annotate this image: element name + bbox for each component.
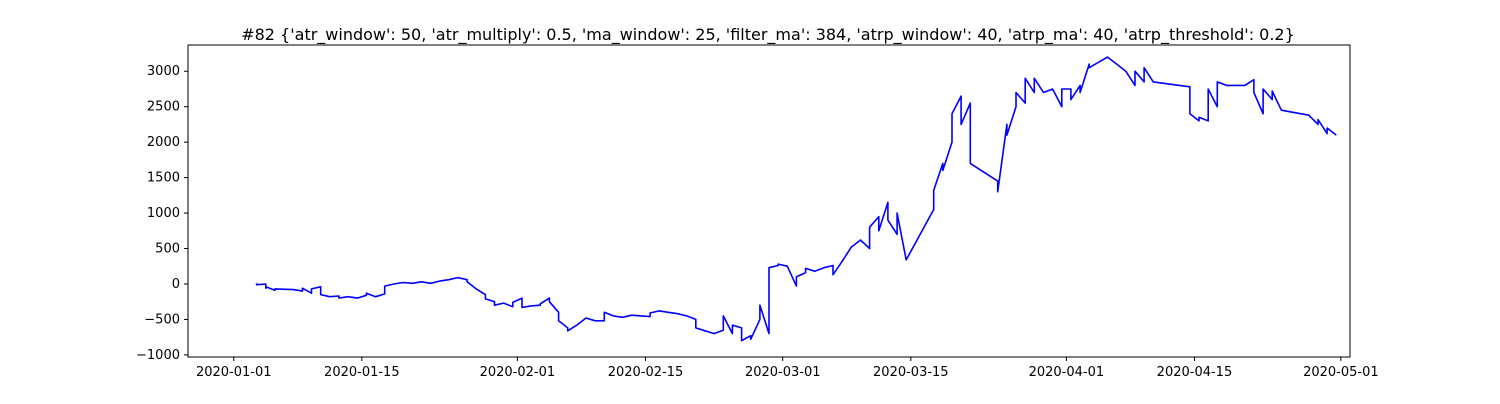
y-tick-label: 2500 <box>147 100 180 115</box>
y-tick-label: 0 <box>172 277 180 292</box>
series-line <box>255 56 1337 342</box>
y-tick-label: 1000 <box>147 206 180 221</box>
x-tick-label: 2020-04-01 <box>1029 365 1105 380</box>
y-tick-label: −500 <box>144 312 180 327</box>
y-tick-label: −1000 <box>136 348 180 363</box>
x-tick-label: 2020-04-15 <box>1157 365 1233 380</box>
x-tick-label: 2020-01-15 <box>324 365 400 380</box>
x-tick-label: 2020-03-15 <box>873 365 949 380</box>
x-tick-label: 2020-05-01 <box>1303 365 1379 380</box>
y-tick-label: 500 <box>155 242 180 257</box>
y-tick-label: 2000 <box>147 135 180 150</box>
y-tick-label: 3000 <box>147 64 180 79</box>
chart-title: #82 {'atr_window': 50, 'atr_multiply': 0… <box>241 25 1295 45</box>
x-tick-label: 2020-01-01 <box>196 365 272 380</box>
x-tick-label: 2020-03-01 <box>745 365 821 380</box>
x-tick-label: 2020-02-01 <box>480 365 556 380</box>
y-tick-label: 1500 <box>147 171 180 186</box>
plot-area: −1000 −500 0 500 1000 1500 2000 2500 3000 2020-01… <box>136 44 1379 380</box>
plot-frame <box>187 44 1351 358</box>
x-tick-label: 2020-02-15 <box>608 365 684 380</box>
